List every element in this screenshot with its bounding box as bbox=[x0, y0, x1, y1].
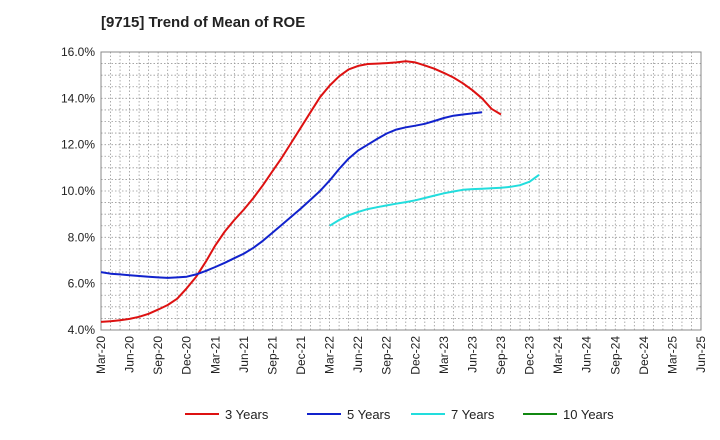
series-line-7-years bbox=[329, 173, 540, 227]
y-tick-label: 12.0% bbox=[61, 138, 95, 152]
x-tick-label: Dec-24 bbox=[637, 336, 651, 375]
series-line-5-years bbox=[100, 111, 483, 279]
y-axis-ticks: 4.0% 6.0% 8.0% 10.0% 12.0% 14.0% 16.0% bbox=[61, 45, 95, 337]
x-tick-label: Sep-22 bbox=[380, 336, 394, 375]
plot-background bbox=[101, 52, 701, 330]
x-tick-label: Sep-23 bbox=[494, 336, 508, 375]
y-tick-label: 14.0% bbox=[61, 91, 95, 105]
plot-frame bbox=[100, 51, 702, 331]
y-tick-label: 6.0% bbox=[68, 277, 96, 291]
x-tick-label: Dec-22 bbox=[408, 336, 422, 375]
x-tick-label: Mar-23 bbox=[437, 336, 451, 374]
x-tick-label: Jun-21 bbox=[237, 336, 251, 373]
x-tick-label: Mar-21 bbox=[208, 336, 222, 374]
y-tick-label: 4.0% bbox=[68, 323, 96, 337]
legend-label: 7 Years bbox=[451, 407, 495, 422]
legend: 3 Years 5 Years 7 Years 10 Years bbox=[185, 407, 614, 422]
legend-label: 3 Years bbox=[225, 407, 269, 422]
x-tick-label: Mar-25 bbox=[665, 336, 679, 374]
x-tick-label: Jun-23 bbox=[465, 336, 479, 373]
legend-label: 5 Years bbox=[347, 407, 391, 422]
x-tick-label: Jun-22 bbox=[351, 336, 365, 373]
x-axis-ticks: Mar-20 Jun-20 Sep-20 Dec-20 Mar-21 Jun-21 Sep-… bbox=[94, 336, 708, 375]
x-tick-label: Mar-24 bbox=[551, 336, 565, 374]
y-tick-label: 10.0% bbox=[61, 184, 95, 198]
x-tick-label: Jun-25 bbox=[694, 336, 708, 373]
series-line-3-years bbox=[100, 60, 502, 323]
legend-label: 10 Years bbox=[563, 407, 614, 422]
grid-layer bbox=[101, 52, 701, 330]
x-tick-label: Mar-22 bbox=[323, 336, 337, 374]
x-tick-label: Sep-21 bbox=[265, 336, 279, 375]
x-tick-label: Sep-24 bbox=[608, 336, 622, 375]
x-tick-label: Dec-23 bbox=[523, 336, 537, 375]
x-tick-label: Sep-20 bbox=[151, 336, 165, 375]
x-tick-label: Jun-20 bbox=[123, 336, 137, 373]
x-tick-label: Jun-24 bbox=[580, 336, 594, 373]
x-tick-label: Dec-21 bbox=[294, 336, 308, 375]
y-tick-label: 16.0% bbox=[61, 45, 95, 59]
series-layer bbox=[100, 60, 540, 323]
y-tick-label: 8.0% bbox=[68, 230, 96, 244]
chart-title: [9715] Trend of Mean of ROE bbox=[101, 14, 306, 31]
x-tick-label: Dec-20 bbox=[180, 336, 194, 375]
x-tick-label: Mar-20 bbox=[94, 336, 108, 374]
